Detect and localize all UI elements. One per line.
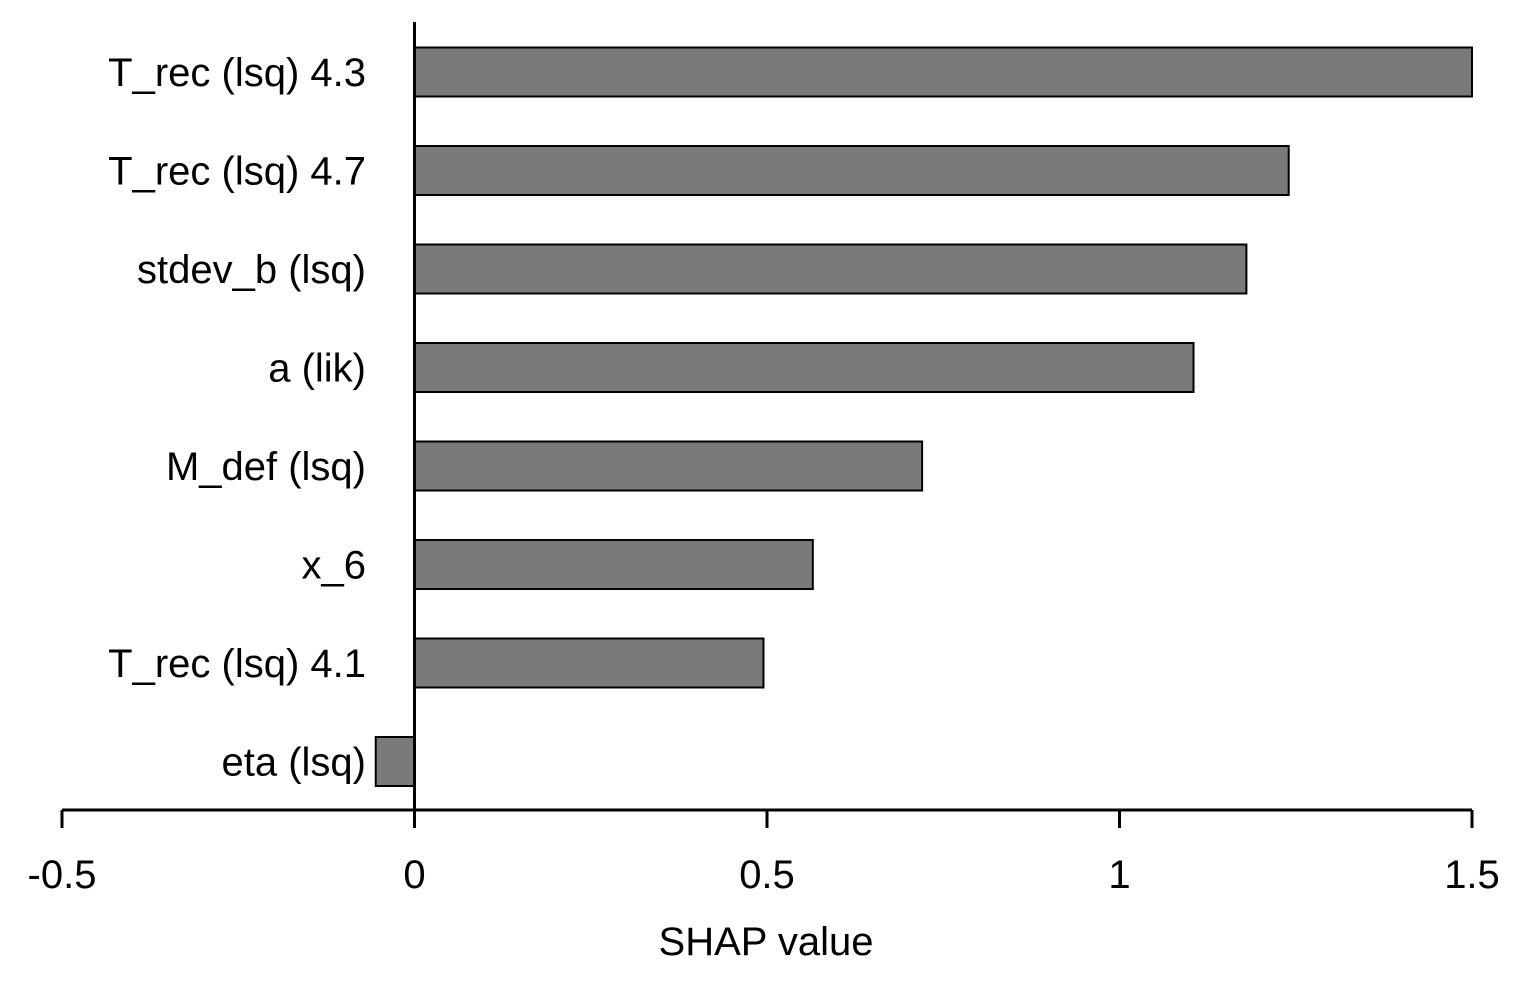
category-label: T_rec (lsq) 4.1 bbox=[108, 642, 366, 686]
labels-layer: T_rec (lsq) 4.3 T_rec (lsq) 4.7 stdev_b (l… bbox=[28, 51, 1500, 897]
category-label: T_rec (lsq) 4.7 bbox=[108, 150, 366, 194]
bar bbox=[413, 46, 1473, 98]
category-label: stdev_b (lsq) bbox=[137, 248, 366, 292]
category-label: T_rec (lsq) 4.3 bbox=[108, 51, 366, 95]
bar bbox=[413, 145, 1290, 196]
x-tick-label: 0.5 bbox=[739, 853, 795, 897]
axes-layer bbox=[60, 22, 1474, 828]
bars-layer bbox=[374, 46, 1473, 787]
bar bbox=[374, 736, 416, 787]
bar bbox=[413, 637, 765, 689]
x-tick-label: 1.5 bbox=[1444, 853, 1500, 897]
bar bbox=[413, 243, 1248, 295]
x-tick-label: 1 bbox=[1108, 853, 1130, 897]
category-label: eta (lsq) bbox=[222, 741, 367, 785]
category-label: a (lik) bbox=[268, 347, 366, 391]
x-tick-label: 0 bbox=[403, 853, 425, 897]
bar bbox=[413, 342, 1195, 393]
bar bbox=[413, 440, 924, 492]
bar bbox=[413, 539, 814, 590]
x-tick-label: -0.5 bbox=[28, 853, 97, 897]
x-axis-title: SHAP value bbox=[659, 920, 874, 964]
category-label: x_6 bbox=[302, 544, 367, 588]
category-label: M_def (lsq) bbox=[166, 445, 366, 489]
